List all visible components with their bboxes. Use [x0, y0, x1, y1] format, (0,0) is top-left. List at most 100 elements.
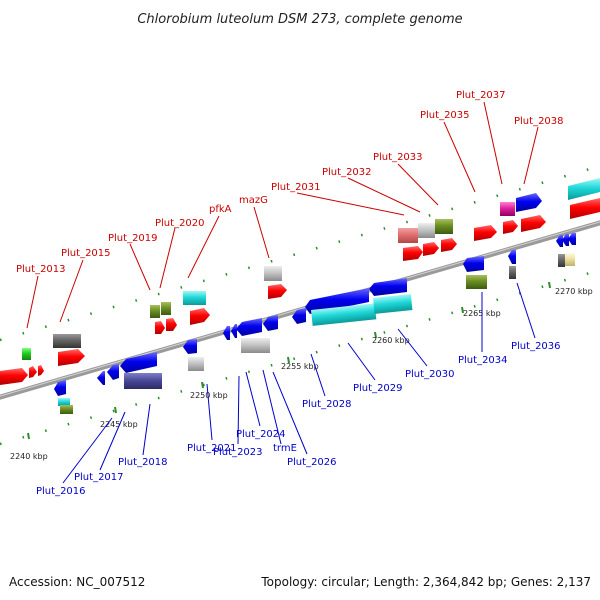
scale-label: 2270 kbp: [555, 287, 593, 296]
gene-arrow[interactable]: [29, 366, 37, 378]
gene-label-forward[interactable]: Plut_2031: [271, 182, 321, 193]
leader-line: [443, 121, 476, 193]
gene-box[interactable]: [241, 338, 270, 353]
gene-box[interactable]: [58, 398, 70, 406]
gene-arrow[interactable]: [403, 246, 423, 261]
gene-arrow[interactable]: [441, 238, 457, 252]
gene-box[interactable]: [565, 253, 575, 266]
reverse-genes: [54, 233, 576, 414]
gene-arrow[interactable]: [516, 193, 542, 212]
gene-box[interactable]: [22, 348, 31, 360]
gene-box[interactable]: [418, 223, 435, 238]
major-tick: [548, 281, 551, 289]
gene-label-reverse[interactable]: Plut_2021: [187, 443, 237, 454]
gene-box[interactable]: [60, 405, 73, 414]
gene-label-forward[interactable]: Plut_2032: [322, 167, 372, 178]
gene-arrow[interactable]: [120, 352, 157, 373]
gene-label-forward[interactable]: Plut_2033: [373, 152, 423, 163]
gene-label-reverse[interactable]: Plut_2028: [302, 399, 352, 410]
gene-label-forward[interactable]: Plut_2015: [61, 248, 111, 259]
gene-arrow[interactable]: [263, 315, 278, 331]
gene-arrow[interactable]: [292, 308, 306, 324]
gene-arrow[interactable]: [503, 220, 518, 234]
gene-arrow[interactable]: [231, 324, 237, 338]
gene-box[interactable]: [161, 302, 171, 315]
gene-arrow[interactable]: [166, 318, 177, 331]
gene-box[interactable]: [264, 266, 282, 281]
gene-box[interactable]: [398, 228, 418, 243]
gene-label-reverse[interactable]: Plut_2024: [236, 429, 286, 440]
gene-arrow[interactable]: [236, 318, 262, 336]
accession-label: Accession: NC_007512: [9, 575, 145, 589]
leader-line: [483, 101, 503, 185]
gene-label-reverse[interactable]: trmE: [273, 443, 297, 454]
gene-arrow[interactable]: [107, 364, 119, 380]
gene-arrow[interactable]: [58, 349, 85, 366]
gene-label-forward[interactable]: Plut_2038: [514, 116, 564, 127]
gene-label-reverse[interactable]: Plut_2016: [36, 486, 86, 497]
gene-box[interactable]: [509, 266, 516, 279]
gene-box[interactable]: [558, 254, 565, 267]
gene-box[interactable]: [373, 294, 413, 314]
gene-arrow[interactable]: [568, 233, 576, 245]
gene-label-reverse[interactable]: Plut_2026: [287, 457, 337, 468]
tick-row-inner: [0, 268, 600, 446]
gene-arrow[interactable]: [508, 250, 516, 264]
gene-box[interactable]: [435, 219, 453, 234]
gene-arrow[interactable]: [38, 365, 44, 376]
gene-arrow[interactable]: [562, 234, 569, 246]
gene-arrow[interactable]: [97, 371, 105, 385]
gene-box[interactable]: [183, 291, 206, 305]
leader-line: [347, 177, 421, 213]
gene-label-reverse[interactable]: Plut_2018: [118, 457, 168, 468]
gene-label-reverse[interactable]: Plut_2030: [405, 369, 455, 380]
gene-arrow[interactable]: [463, 256, 484, 272]
gene-box[interactable]: [500, 202, 515, 216]
gene-label-reverse[interactable]: Plut_2023: [213, 447, 263, 458]
gene-arrow[interactable]: [155, 321, 165, 334]
leader-line: [397, 163, 439, 206]
gene-label-forward[interactable]: Plut_2013: [16, 264, 66, 275]
topology-label: Topology: circular; Length: 2,364,842 bp…: [260, 575, 591, 589]
forward-leaders: [26, 101, 539, 329]
gene-arrow[interactable]: [183, 339, 197, 354]
gene-label-reverse[interactable]: Plut_2036: [511, 341, 561, 352]
gene-arrow[interactable]: [556, 235, 563, 247]
gene-box[interactable]: [150, 305, 160, 318]
gene-box[interactable]: [188, 357, 204, 371]
major-tick: [461, 306, 464, 314]
leader-line: [59, 259, 84, 323]
scale-label: 2250 kbp: [190, 391, 228, 400]
gene-box[interactable]: [310, 303, 377, 326]
gene-arrow[interactable]: [305, 288, 369, 314]
gene-arrow[interactable]: [369, 278, 407, 296]
leader-line: [99, 411, 126, 471]
gene-box[interactable]: [466, 275, 487, 289]
gene-label-forward[interactable]: Plut_2035: [420, 110, 470, 121]
gene-arrow[interactable]: [521, 215, 546, 232]
gene-box[interactable]: [53, 334, 81, 348]
leader-line: [347, 342, 376, 381]
leader-line: [296, 192, 405, 216]
gene-arrow[interactable]: [268, 284, 287, 299]
gene-arrow[interactable]: [190, 308, 210, 325]
gene-label-forward[interactable]: Plut_2020: [155, 218, 205, 229]
gene-label-reverse[interactable]: Plut_2029: [353, 383, 403, 394]
gene-arrow[interactable]: [0, 368, 28, 385]
reverse-label-group: Plut_2016 Plut_2017 Plut_2018 Plut_2021 …: [36, 341, 561, 497]
gene-box[interactable]: [124, 373, 162, 389]
gene-arrow[interactable]: [474, 225, 497, 241]
gene-arrow[interactable]: [54, 380, 66, 396]
gene-arrow[interactable]: [568, 178, 600, 200]
gene-arrow[interactable]: [570, 198, 600, 219]
major-tick: [374, 331, 377, 339]
gene-label-forward[interactable]: Plut_2019: [108, 233, 158, 244]
gene-label-forward[interactable]: Plut_2037: [456, 90, 506, 101]
gene-label-forward[interactable]: pfkA: [209, 204, 232, 215]
gene-arrow[interactable]: [223, 326, 230, 340]
gene-arrow[interactable]: [423, 242, 439, 256]
gene-label-reverse[interactable]: Plut_2017: [74, 472, 124, 483]
leader-line: [262, 369, 282, 445]
gene-label-reverse[interactable]: Plut_2034: [458, 355, 508, 366]
gene-label-forward[interactable]: mazG: [239, 195, 268, 206]
